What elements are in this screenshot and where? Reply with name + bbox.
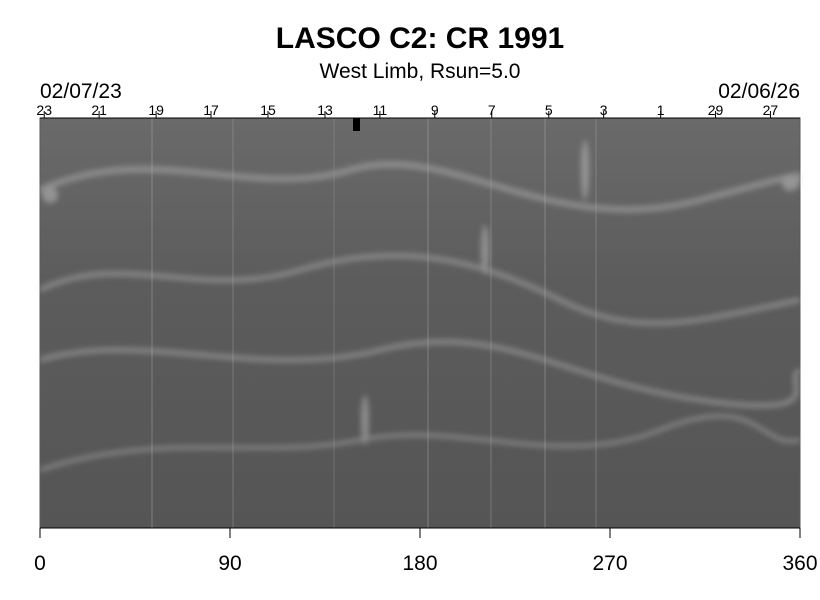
- top-tick-label: 5: [545, 102, 553, 118]
- top-tick-label: 27: [763, 102, 779, 118]
- top-tick-label: 15: [260, 102, 276, 118]
- end-date: 02/06/26: [718, 80, 800, 103]
- x-tick-label: 270: [592, 552, 627, 575]
- start-date: 02/07/23: [40, 80, 122, 103]
- top-tick-label: 1: [657, 102, 665, 118]
- top-tick-label: 9: [431, 102, 439, 118]
- chart-subtitle: West Limb, Rsun=5.0: [320, 60, 521, 83]
- x-tick-label: 0: [34, 552, 46, 575]
- top-tick-label: 29: [708, 102, 724, 118]
- x-tick-label: 180: [402, 552, 437, 575]
- top-tick-label: 21: [91, 102, 107, 118]
- x-tick-label: 360: [782, 552, 817, 575]
- top-tick-label: 17: [203, 102, 219, 118]
- top-tick-label: 13: [317, 102, 333, 118]
- top-tick-label: 3: [600, 102, 608, 118]
- top-tick-label: 11: [373, 102, 388, 118]
- texture-lines: [151, 118, 597, 528]
- x-tick-label: 90: [218, 552, 241, 575]
- data-gap: [353, 118, 360, 131]
- top-tick-label: 7: [488, 102, 496, 118]
- top-tick-label: 23: [36, 102, 52, 118]
- top-tick-label: 19: [148, 102, 164, 118]
- chart-title: LASCO C2: CR 1991: [276, 22, 564, 55]
- texture: [38, 140, 803, 472]
